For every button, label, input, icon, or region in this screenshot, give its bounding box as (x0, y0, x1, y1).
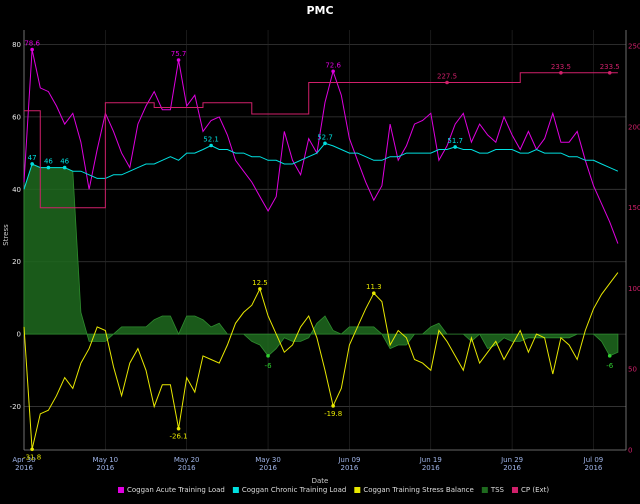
data-point-marker (176, 426, 181, 431)
data-point-marker (607, 354, 612, 358)
y-tick-label: 40 (12, 186, 21, 194)
data-point-marker (258, 287, 262, 291)
legend-label: CP (Ext) (521, 486, 549, 494)
y-tick-label: 0 (17, 331, 21, 339)
y2-tick-label: 150 (628, 204, 640, 212)
data-label: 47 (28, 154, 37, 162)
data-point-marker (453, 145, 457, 149)
data-label: 12.5 (252, 279, 268, 287)
legend-label: Coggan Acute Training Load (127, 486, 225, 494)
legend-swatch (118, 487, 124, 493)
y-axis-label: Stress (2, 224, 10, 246)
y2-tick-label: 250 (628, 43, 640, 51)
y2-tick-label: 100 (628, 285, 640, 293)
legend-coggan-chronic-training-load: Coggan Chronic Training Load (232, 486, 346, 494)
data-point-marker (30, 162, 34, 166)
y2-tick-label: 50 (628, 366, 637, 374)
x-tick-year: 2016 (340, 464, 358, 472)
series-cp-ext (24, 72, 618, 209)
data-label: 51.7 (447, 137, 463, 145)
data-point-marker (30, 447, 34, 452)
legend: Coggan Acute Training Load Coggan Chronic… (118, 486, 549, 494)
data-label: 78.6 (24, 40, 40, 48)
data-point-marker (559, 71, 563, 75)
data-point-marker (30, 47, 34, 52)
y2-tick-label: 0 (628, 447, 632, 455)
y-tick-label: 20 (12, 258, 21, 266)
data-label: -6 (265, 362, 273, 370)
data-point-marker (266, 354, 270, 358)
data-point-marker (209, 143, 213, 148)
x-tick-label: Jun 19 (419, 456, 442, 464)
data-label: -31.8 (23, 453, 41, 461)
x-tick-label: May 30 (255, 456, 281, 464)
series-coggan-acute-training-load (23, 49, 619, 244)
legend-swatch (354, 487, 361, 493)
data-label: 11.3 (366, 283, 382, 291)
x-axis-label: Date (312, 477, 329, 485)
data-label: 52.1 (203, 136, 219, 144)
data-point-marker (331, 404, 335, 408)
data-label: 75.7 (171, 50, 187, 58)
y-tick-label: 80 (12, 41, 21, 49)
x-tick-label: May 10 (93, 456, 119, 464)
chart-title: PMC (306, 4, 333, 17)
data-label: 233.5 (551, 63, 571, 71)
legend-label: Coggan Chronic Training Load (242, 486, 346, 494)
data-label: 46 (60, 158, 69, 166)
data-point-marker (323, 141, 327, 146)
data-label: 52.7 (317, 133, 333, 141)
x-tick-label: May 20 (174, 456, 200, 464)
series-tss-area (23, 163, 619, 357)
x-tick-year: 2016 (503, 464, 521, 472)
x-tick-year: 2016 (15, 464, 33, 472)
x-tick-year: 2016 (178, 464, 196, 472)
data-point-marker (176, 58, 181, 62)
legend-label: Coggan Training Stress Balance (363, 486, 474, 494)
data-label: -26.1 (170, 433, 188, 441)
legend-label: TSS (490, 486, 505, 494)
x-tick-label: Apr 30 (12, 456, 35, 464)
data-point-marker (445, 80, 449, 85)
legend-coggan-training-stress-balance: Coggan Training Stress Balance (354, 486, 474, 494)
legend-swatch (512, 487, 518, 493)
legend-tss: TSS (481, 486, 505, 494)
data-labels: 78.6 75.7 72.6 47 46 46 52.1 52.7 51.7 -6 -6 227.5 2… (23, 40, 620, 462)
x-tick-year: 2016 (585, 464, 603, 472)
series-coggan-training-stress-balance (23, 272, 619, 450)
x-tick-label: Jun 09 (337, 456, 360, 464)
y-tick-label: -20 (10, 403, 21, 411)
legend-swatch (481, 487, 488, 493)
data-point-marker (331, 69, 335, 74)
data-label: -6 (606, 362, 614, 370)
x-tick-label: Jun 29 (500, 456, 523, 464)
data-point-marker (62, 165, 67, 170)
series-coggan-chronic-training-load (23, 142, 619, 190)
data-label: 233.5 (600, 63, 620, 71)
data-point-marker (607, 71, 612, 75)
legend-cp-ext: CP (Ext) (512, 486, 549, 494)
x-tick-year: 2016 (259, 464, 277, 472)
x-tick-year: 2016 (422, 464, 440, 472)
data-label: 227.5 (437, 73, 457, 81)
y-tick-label: 60 (12, 113, 21, 121)
data-point-marker (372, 291, 376, 296)
data-label: -19.8 (324, 410, 342, 418)
legend-coggan-acute-training-load: Coggan Acute Training Load (118, 486, 225, 494)
x-tick-label: Jul 09 (583, 456, 604, 464)
data-label: 72.6 (325, 61, 341, 69)
series-layer (23, 49, 619, 450)
data-point-marker (46, 165, 51, 170)
y2-tick-label: 200 (628, 123, 640, 131)
y-axis-right: 250 200 150 100 50 0 (625, 30, 640, 455)
x-tick-year: 2016 (96, 464, 114, 472)
data-label: 46 (44, 158, 53, 166)
legend-swatch (232, 487, 239, 493)
